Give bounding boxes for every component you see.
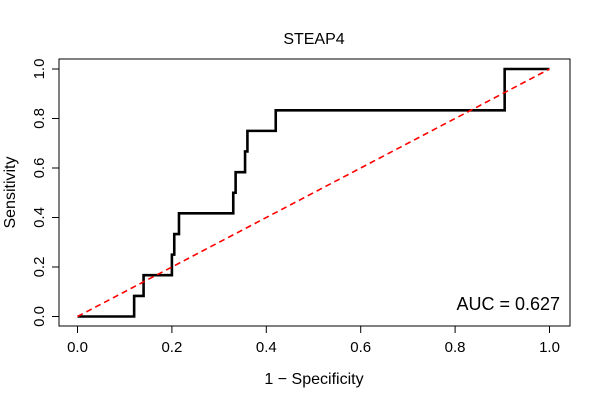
x-axis: 0.0 0.2 0.4 0.6 0.8 1.0: [67, 325, 560, 356]
x-tick-label: 0.6: [350, 339, 371, 356]
auc-annotation: AUC = 0.627: [456, 294, 560, 314]
x-tick-label: 0.4: [256, 339, 277, 356]
chart-title: STEAP4: [283, 31, 344, 48]
y-axis-label: Sensitivity: [2, 156, 19, 228]
y-tick-label: 0.4: [31, 207, 48, 228]
y-tick-label: 1.0: [31, 59, 48, 80]
roc-curve-line: [77, 67, 550, 318]
x-tick-label: 0.8: [445, 339, 466, 356]
y-tick-label: 0.0: [31, 306, 48, 327]
x-tick-label: 1.0: [539, 339, 560, 356]
x-axis-label: 1 − Specificity: [264, 371, 363, 388]
x-tick-label: 0.0: [67, 339, 88, 356]
chance-line: [77, 68, 550, 318]
y-tick-label: 0.6: [31, 158, 48, 179]
y-axis: 0.0 0.2 0.4 0.6 0.8 1.0: [31, 59, 60, 327]
x-tick-label: 0.2: [161, 339, 182, 356]
series-layer: [77, 67, 550, 318]
y-tick-label: 0.2: [31, 257, 48, 278]
y-tick-label: 0.8: [31, 108, 48, 129]
